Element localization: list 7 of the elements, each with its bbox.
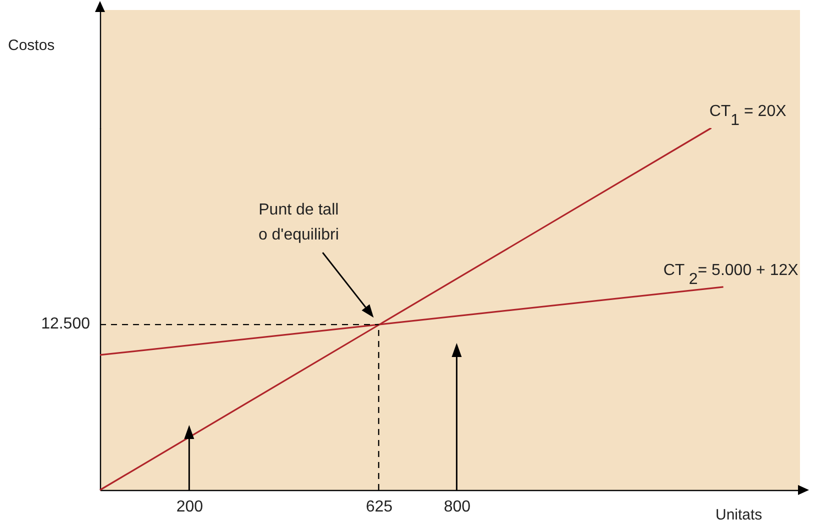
x-axis-title: Unitats [716,506,762,524]
text: 12.500 [41,316,90,333]
x-tick-label: 625 [366,498,393,516]
x-tick-label: 200 [176,498,204,516]
x-tick-label: 800 [444,498,471,516]
annotation: Punt de tall o d'equilibri [258,202,339,244]
text: Costos [8,36,55,54]
